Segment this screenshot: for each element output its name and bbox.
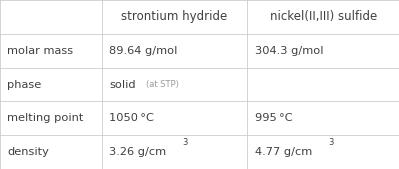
Text: 3.26 g/cm: 3.26 g/cm <box>109 147 166 157</box>
Text: 304.3 g/mol: 304.3 g/mol <box>255 46 323 56</box>
Text: 995 °C: 995 °C <box>255 113 292 123</box>
Text: melting point: melting point <box>7 113 83 123</box>
Text: (at STP): (at STP) <box>146 80 179 89</box>
Text: 4.77 g/cm: 4.77 g/cm <box>255 147 312 157</box>
Text: nickel(II,III) sulfide: nickel(II,III) sulfide <box>270 10 377 23</box>
Text: molar mass: molar mass <box>7 46 73 56</box>
Text: phase: phase <box>7 79 41 90</box>
Text: strontium hydride: strontium hydride <box>121 10 228 23</box>
Text: 3: 3 <box>328 138 334 147</box>
Text: 89.64 g/mol: 89.64 g/mol <box>109 46 177 56</box>
Text: 1050 °C: 1050 °C <box>109 113 154 123</box>
Text: density: density <box>7 147 49 157</box>
Text: 3: 3 <box>183 138 188 147</box>
Text: solid: solid <box>109 79 136 90</box>
